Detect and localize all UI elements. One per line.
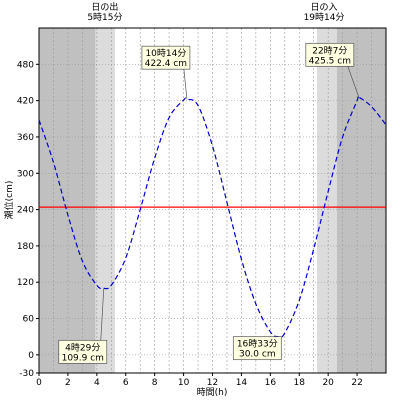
callout-time: 22時7分 [312,45,347,56]
callout-time: 16時33分 [237,339,278,350]
y-tick-label: 180 [17,242,34,252]
callout-pointer [347,66,360,98]
x-tick-label: 0 [36,378,42,388]
callout-box [58,339,108,364]
x-tick-label: 18 [294,378,306,388]
x-tick-label: 6 [123,378,129,388]
x-tick-label: 20 [322,378,334,388]
y-tick-label: -30 [19,369,34,379]
y-tick-label: 240 [17,206,34,216]
callout-time: 10時14分 [145,48,186,59]
x-tick-label: 22 [351,378,362,388]
sunset-time: 19時14分 [304,12,345,23]
x-tick-label: 10 [178,378,190,388]
sunset-label: 日の入 [311,2,338,13]
callout-box [141,45,191,70]
sunrise-label: 日の出 [91,1,118,13]
night-band-morning [39,28,96,373]
x-tick-label: 12 [207,378,218,388]
x-tick-label: 4 [94,378,100,388]
y-tick-label: 420 [17,97,34,107]
callout-pointer [183,69,188,100]
sunrise-time: 5時15分 [87,12,122,23]
callout-time: 4時29分 [65,342,100,353]
callout-level: 109.9 cm [62,353,104,363]
x-axis-label: 時間(h) [197,387,228,398]
twilight-band-evening [317,28,337,373]
callout-box [232,336,282,361]
y-tick-label: 60 [23,315,35,325]
y-tick-label: 0 [28,351,34,361]
callout-level: 425.5 cm [309,56,351,66]
x-tick-label: 14 [236,378,248,388]
y-tick-label: 360 [17,133,34,143]
night-band-evening [336,28,386,373]
y-tick-label: 480 [17,60,34,70]
y-tick-label: 300 [17,169,34,179]
callout-level: 422.4 cm [145,59,187,69]
y-tick-label: 120 [17,278,34,288]
callout-box [305,42,355,67]
x-tick-label: 16 [265,378,277,388]
callout-pointer [100,288,105,341]
twilight-band-morning [95,28,115,373]
tide-curve [38,95,387,338]
y-axis-label: 潮位(cm) [3,181,15,220]
x-tick-label: 2 [65,378,71,388]
x-tick-label: 8 [152,378,158,388]
callout-level: 30.0 cm [239,350,276,360]
